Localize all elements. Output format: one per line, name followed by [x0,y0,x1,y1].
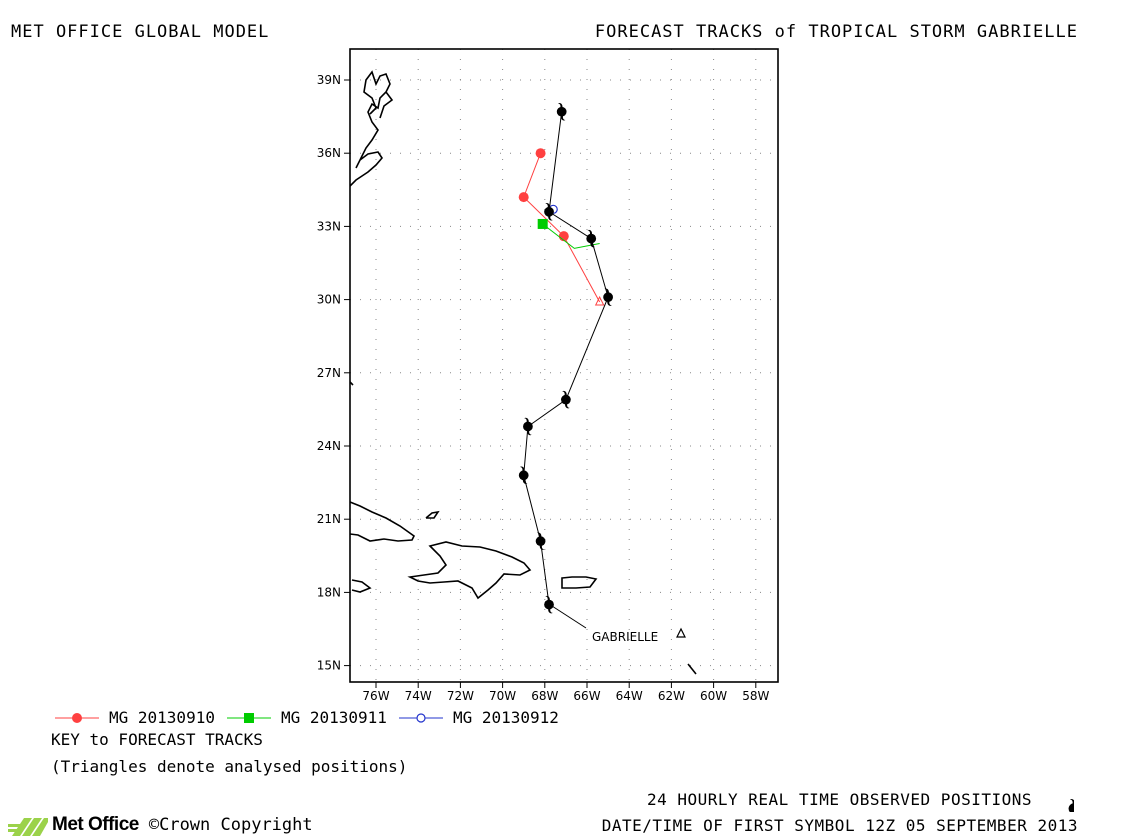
graticule [350,49,778,682]
lon-tick-label: 76W [362,689,389,703]
legend-label-mg-20130912: MG 20130912 [452,708,559,727]
lon-tick-label: 62W [658,689,685,703]
lat-tick-label: 36N [317,146,341,160]
puerto-rico-coastline [561,576,598,589]
lat-tick-label: 15N [317,659,341,673]
legend-green-square-icon [226,712,271,723]
lon-tick-label: 74W [405,689,432,703]
forecast-point-red [535,148,546,159]
storm-symbol-marker [535,532,546,550]
legend-item-mg-20130911: MG 20130911 [226,708,387,727]
lat-tick-label: 18N [317,585,341,599]
analysed-position-triangle [676,627,686,638]
legend: MG 20130910 MG 20130911 MG 20130912 [55,708,571,727]
lat-tick-label: 21N [317,512,341,526]
us-coastline [350,70,394,187]
first-symbol-datetime: DATE/TIME OF FIRST SYMBOL 12Z 05 SEPTEMB… [601,816,1078,835]
copyright-text: ©Crown Copyright [148,815,313,835]
lon-tick-label: 60W [700,689,727,703]
triangle-note: (Triangles denote analysed positions) [51,757,408,776]
storm-symbol-marker [544,595,554,614]
met-office-brand: Met Office ©Crown Copyright [8,812,313,838]
model-title: MET OFFICE GLOBAL MODEL [11,22,270,42]
map-frame [349,48,779,683]
storm-symbol-marker [523,417,533,436]
forecast-point-green [537,218,548,229]
observed-track [518,103,613,614]
storm-name-label: GABRIELLE [592,630,658,644]
key-title: KEY to FORECAST TRACKS [51,730,263,749]
observed-track-line [523,111,609,605]
legend-label-mg-20130910: MG 20130910 [109,708,215,727]
storm-label-leader [551,605,587,629]
lat-tick-label: 30N [317,293,341,307]
coastlines [350,70,697,675]
lon-tick-label: 66W [573,689,600,703]
lon-tick-label: 58W [742,689,769,703]
legend-red-circle-icon [55,712,99,723]
met-office-logo-icon [8,818,48,836]
legend-label-mg-20130911: MG 20130911 [280,708,387,727]
lon-tick-label: 72W [447,689,474,703]
lat-tick-label: 33N [317,219,341,233]
storm-symbol-marker [556,103,567,121]
axis-labels: 39N 36N 33N 30N 27N 24N 21N 18N 15N 76W 74W 72W 70W 6… [317,73,770,703]
chart-title: FORECAST TRACKS of TROPICAL STORM GABRIE… [594,22,1078,42]
hispaniola-coastline [407,541,532,600]
brand-name: Met Office [52,814,139,835]
storm-symbol-marker [518,466,529,484]
legend-blue-circle-icon [398,712,443,723]
forecast-point-red [518,192,529,203]
storm-symbol-marker [561,390,571,409]
jamaica-coastline [351,579,372,593]
bahamas-island [425,510,440,519]
antilles-islet [687,663,697,675]
legend-item-mg-20130912: MG 20130912 [398,708,559,727]
lon-tick-label: 64W [616,689,643,703]
analysed-triangle-marker [594,295,605,306]
lat-tick-label: 39N [317,73,341,87]
observed-positions-note: 24 HOURLY REAL TIME OBSERVED POSITIONS [646,790,1032,809]
storm-symbol-marker [603,288,613,306]
storm-symbol-icon [1054,782,1074,812]
cuba-coastline [350,501,416,542]
lon-tick-label: 70W [489,689,516,703]
forecast-track-line [523,153,601,303]
lat-tick-label: 27N [317,366,341,380]
legend-item-mg-20130910: MG 20130910 [55,708,215,727]
lon-tick-label: 68W [531,689,558,703]
lat-tick-label: 24N [317,439,341,453]
